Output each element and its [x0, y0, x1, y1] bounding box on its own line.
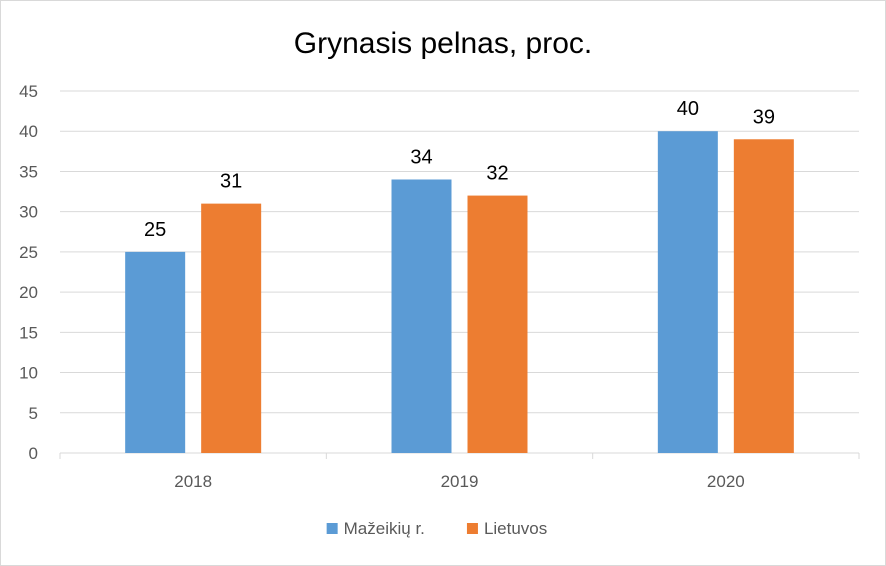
y-tick-label: 0 [29, 444, 38, 463]
y-tick-label: 35 [19, 162, 38, 181]
data-label: 40 [677, 98, 699, 120]
bar [733, 139, 794, 453]
legend-swatch [466, 523, 478, 534]
legend-label: Mažeikių r. [344, 519, 425, 538]
legend-label: Lietuvos [484, 519, 547, 538]
x-tick-label: 2020 [707, 472, 745, 491]
y-tick-label: 40 [19, 122, 38, 141]
bar [467, 195, 528, 454]
bar [201, 203, 262, 453]
bar [125, 251, 186, 453]
data-label: 34 [410, 146, 432, 168]
y-tick-label: 5 [29, 404, 38, 423]
bar [391, 179, 452, 453]
chart-title: Grynasis pelnas, proc. [294, 27, 592, 60]
bar [657, 131, 718, 453]
x-axis: 2018 2019 2020 [59, 452, 860, 491]
y-tick-label: 20 [19, 283, 38, 302]
y-tick-label: 30 [19, 203, 38, 222]
data-labels: 25 31 34 32 40 39 [144, 98, 775, 241]
y-tick-label: 45 [19, 82, 38, 101]
x-tick-label: 2019 [441, 472, 479, 491]
y-tick-label: 10 [19, 364, 38, 383]
data-label: 31 [220, 171, 242, 193]
x-tick-label: 2018 [174, 472, 212, 491]
gridlines [60, 90, 859, 414]
legend-swatch [326, 523, 338, 534]
data-label: 25 [144, 219, 166, 241]
legend: Mažeikių r. Lietuvos [326, 519, 547, 538]
y-tick-label: 25 [19, 243, 38, 262]
data-label: 39 [753, 106, 775, 128]
data-label: 32 [486, 163, 508, 185]
bars [125, 131, 794, 454]
y-tick-label: 15 [19, 323, 38, 342]
y-axis: 0 5 10 15 20 25 30 35 40 45 [19, 82, 38, 463]
